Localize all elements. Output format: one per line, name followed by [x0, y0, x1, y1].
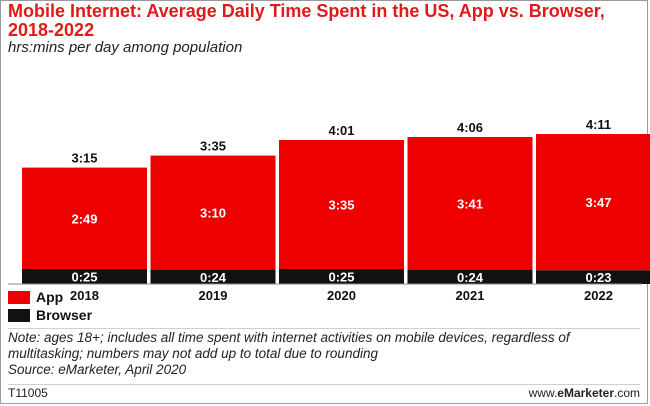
legend-label-app: App	[36, 289, 64, 305]
label-total-2019: 3:35	[200, 139, 226, 154]
x-tick-2022: 2022	[584, 288, 613, 303]
label-app-2022: 3:47	[585, 195, 611, 210]
bar-browser-2018	[22, 269, 147, 284]
brand-prefix: www.	[528, 386, 558, 400]
x-tick-2019: 2019	[199, 288, 228, 303]
brand-suffix: .com	[613, 386, 640, 400]
bar-app-2018	[22, 167, 147, 269]
legend-divider	[8, 328, 640, 329]
legend-item-browser: Browser	[8, 307, 92, 323]
label-app-2020: 3:35	[328, 198, 354, 213]
x-tick-2020: 2020	[327, 288, 356, 303]
brand-link[interactable]: www.eMarketer.com	[529, 386, 640, 400]
label-browser-2018: 0:25	[71, 270, 97, 285]
chart-title: Mobile Internet: Average Daily Time Spen…	[8, 1, 605, 40]
bar-app-2020	[279, 140, 404, 269]
label-total-2021: 4:06	[457, 120, 483, 135]
label-total-2020: 4:01	[328, 123, 354, 138]
x-tick-2021: 2021	[456, 288, 485, 303]
chart-id: T11005	[8, 386, 48, 400]
bar-browser-2020	[279, 269, 404, 284]
label-browser-2019: 0:24	[200, 270, 227, 285]
legend-swatch-browser	[8, 309, 30, 322]
legend-item-app: App	[8, 289, 63, 305]
label-total-2022: 4:11	[586, 117, 611, 132]
note-text: Note: ages 18+; includes all time spent …	[8, 330, 570, 361]
bar-app-2019	[150, 155, 276, 270]
legend-label-browser: Browser	[36, 307, 93, 323]
bar-browser-2021	[407, 269, 533, 284]
bar-app-2021	[407, 137, 533, 270]
label-app-2021: 3:41	[457, 196, 483, 211]
label-app-2018: 2:49	[71, 211, 97, 226]
label-total-2018: 3:15	[71, 151, 97, 166]
label-browser-2020: 0:25	[328, 270, 354, 285]
source-text: Source: eMarketer, April 2020	[8, 362, 187, 377]
label-browser-2022: 0:23	[585, 270, 611, 285]
label-app-2019: 3:10	[200, 206, 226, 221]
footer-divider	[8, 384, 640, 385]
x-tick-2018: 2018	[70, 288, 99, 303]
bar-chart: 0:25 2:49 3:15 2018 0:24 3:10 3:35 2019 0:25 3:35…	[8, 117, 650, 303]
bar-browser-2022	[536, 270, 650, 284]
bar-browser-2019	[150, 269, 276, 284]
brand-name: eMarketer	[557, 386, 614, 400]
footnote: Note: ages 18+; includes all time spent …	[8, 330, 642, 378]
legend-swatch-app	[8, 291, 30, 304]
chart-subtitle: hrs:mins per day among population	[8, 39, 243, 56]
label-browser-2021: 0:24	[457, 270, 484, 285]
bar-app-2022	[536, 134, 650, 271]
